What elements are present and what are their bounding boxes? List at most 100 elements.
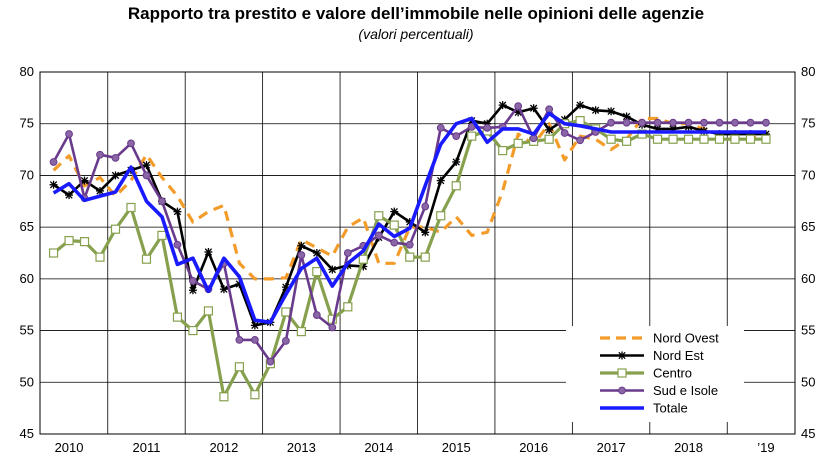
x-tick-label: 2018	[674, 440, 703, 455]
series-totale	[52, 111, 766, 325]
data-point-square	[281, 307, 291, 317]
data-point-circle	[189, 277, 197, 285]
data-point-star	[591, 106, 600, 115]
data-point-square	[513, 138, 523, 148]
y-tick-label-right: 55	[801, 323, 815, 338]
data-point-circle	[746, 118, 755, 127]
series-nord-est	[49, 101, 770, 330]
data-point-square	[79, 237, 90, 247]
data-point-circle	[731, 118, 739, 127]
data-point-square	[575, 116, 585, 126]
y-tick-label-left: 65	[20, 219, 34, 234]
data-point-square	[95, 252, 105, 262]
data-point-circle	[235, 335, 244, 344]
data-point-square	[606, 134, 616, 144]
data-point-square	[64, 235, 74, 246]
data-point-star	[204, 247, 213, 256]
x-tick-label: 2016	[519, 440, 548, 455]
data-point-star	[328, 265, 337, 274]
data-point-star	[96, 186, 105, 195]
legend-label: Nord Ovest	[653, 331, 719, 346]
data-point-star	[529, 104, 538, 113]
chart-title: Rapporto tra prestito e valore dell’immo…	[127, 4, 705, 23]
legend-item: Centro	[600, 366, 692, 381]
data-point-star	[390, 207, 399, 216]
data-point-circle	[700, 118, 708, 127]
data-point-star	[297, 241, 306, 250]
data-point-circle	[653, 118, 662, 127]
data-point-star	[576, 101, 585, 110]
data-point-square	[250, 390, 260, 400]
x-tick-label: 2017	[597, 440, 626, 455]
data-point-circle	[483, 123, 492, 132]
data-point-square	[467, 131, 477, 141]
data-point-square	[312, 267, 322, 277]
data-point-circle	[111, 153, 120, 162]
data-point-star	[49, 180, 58, 189]
data-point-square	[730, 134, 740, 144]
y-tick-label-left: 80	[20, 64, 34, 79]
data-point-circle	[266, 357, 275, 366]
data-point-square	[141, 254, 152, 264]
data-point-square	[761, 134, 771, 144]
legend-item: Nord Est	[600, 348, 704, 363]
y-tick-label-right: 50	[801, 374, 815, 389]
legend-label: Totale	[653, 401, 688, 416]
y-tick-label-right: 65	[801, 219, 815, 234]
legend-item: Nord Ovest	[600, 331, 719, 346]
series-sud-e-isole	[49, 102, 770, 366]
data-point-circle	[638, 118, 646, 127]
data-point-star	[607, 107, 616, 116]
chart-axes: 45 45 50 50 55 55 60 60 65 65 70 70 75 75 80 80 2010 2011…	[20, 64, 816, 455]
data-point-square	[172, 312, 183, 322]
y-tick-label-left: 75	[20, 116, 34, 131]
data-point-star	[421, 228, 430, 237]
legend-item: Totale	[600, 401, 688, 416]
y-tick-label-right: 45	[801, 426, 815, 441]
data-point-circle	[49, 158, 58, 166]
data-point-star	[452, 157, 461, 166]
data-point-circle	[436, 123, 445, 132]
data-point-star	[173, 207, 182, 216]
data-point-circle	[684, 118, 693, 127]
y-tick-label-left: 45	[20, 426, 34, 441]
data-point-circle	[762, 118, 770, 127]
data-point-square	[48, 248, 59, 258]
plot-frame	[39, 71, 796, 435]
data-point-circle	[250, 335, 259, 344]
legend-label: Nord Est	[653, 348, 704, 363]
data-point-square	[637, 129, 647, 139]
legend-box	[566, 326, 744, 422]
data-point-circle	[405, 240, 414, 249]
data-point-square	[699, 134, 709, 144]
data-point-square	[617, 368, 627, 378]
data-point-circle	[560, 129, 569, 137]
data-point-circle	[607, 118, 615, 127]
legend-item: Sud e Isole	[600, 383, 718, 398]
data-point-square	[498, 146, 508, 156]
data-point-square	[405, 252, 415, 262]
y-tick-label-left: 70	[20, 167, 34, 182]
data-point-star	[436, 176, 445, 185]
data-point-square	[714, 134, 725, 144]
y-tick-label-left: 60	[20, 271, 34, 286]
y-tick-label-right: 75	[801, 116, 815, 131]
chart-subtitle: (valori percentuali)	[358, 26, 474, 42]
data-point-circle	[452, 132, 461, 141]
series-line	[52, 111, 766, 325]
data-point-square	[343, 302, 353, 312]
data-point-square	[157, 230, 167, 241]
series-line	[52, 116, 767, 281]
x-tick-label: ’19	[757, 440, 774, 455]
data-point-square	[451, 181, 461, 191]
legend-label: Centro	[653, 366, 692, 381]
data-point-star	[80, 176, 89, 185]
data-point-square	[436, 211, 446, 221]
y-tick-label-right: 60	[801, 271, 815, 286]
data-point-circle	[622, 118, 631, 127]
data-point-star	[498, 101, 507, 110]
data-point-circle	[669, 118, 677, 127]
data-point-circle	[328, 323, 337, 332]
data-point-star	[545, 125, 554, 134]
